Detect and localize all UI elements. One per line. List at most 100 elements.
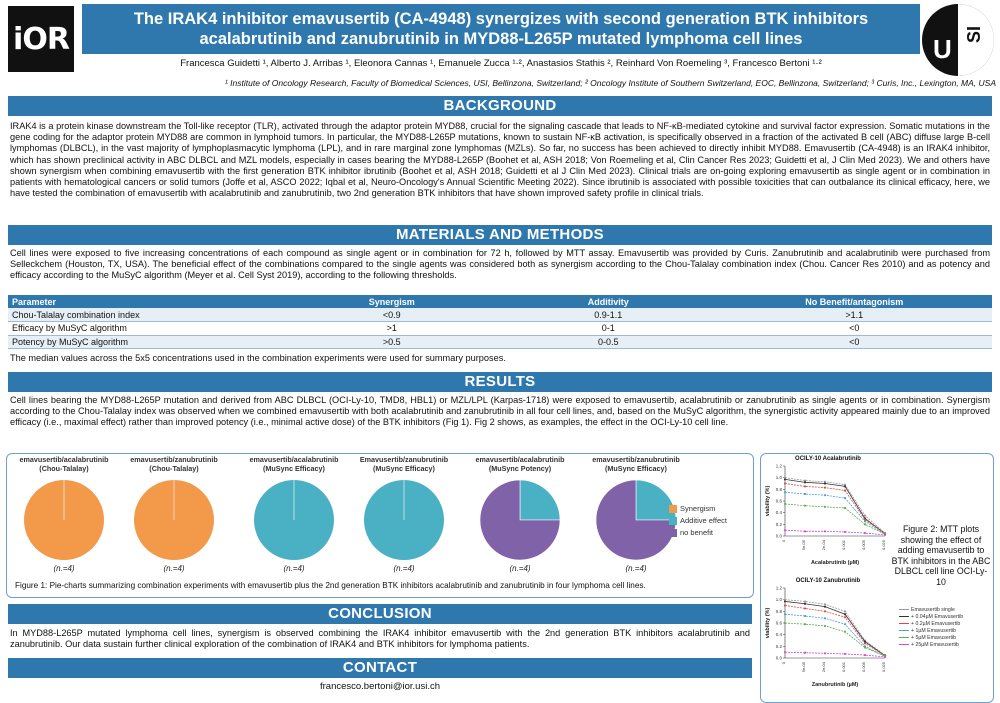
pie-n-label: (n.=4) (509, 564, 531, 573)
data-point (823, 617, 827, 620)
pie-title: Emavusertib/zanubrutinib (MuSync Efficacy… (349, 455, 459, 478)
table-row: Efficacy by MuSyC algorithm >1 0-1 <0 (8, 321, 992, 336)
data-point (783, 529, 787, 532)
pie-title-line: (MuSync Potency) (488, 463, 552, 473)
data-point (783, 651, 787, 654)
mtt-legend-item: + 25µM Emavusertib (899, 641, 963, 648)
pie-title: emavusertib/acalabrutinib (MuSync Potency… (465, 455, 575, 478)
data-point (783, 491, 787, 494)
legend-item: Additive effect (669, 516, 727, 525)
conclusion-text: In MYD88-L265P mutated lymphoma cell lin… (10, 628, 750, 650)
x-tick-label: 0 (781, 539, 786, 542)
data-point (803, 479, 807, 482)
pie-title-line: (MuSync Efficacy) (605, 463, 667, 473)
y-tick-label: 1.2 (776, 586, 783, 591)
x-axis-label: Zanubrutinib (µM) (812, 682, 859, 688)
mtt-plot-svg: 0.0 0.2 0.4 0.6 0.8 1.0 1.2 0 5e-05 2e-04 0.001 0.0… (765, 586, 887, 688)
table-header-cell: Parameter (8, 295, 284, 308)
pie-chart-2: emavusertib/zanubrutinib (Chou-Talalay) (n… (119, 455, 229, 573)
legend-item: no benefit (669, 528, 727, 537)
title-line-2: acalabrutinib and zanubrutinib in MYD88-… (199, 30, 803, 48)
pie-title-line: emavusertib/zanubrutinib (130, 455, 218, 464)
legend-line-swatch (899, 637, 909, 638)
pie-title-line: emavusertib/acalabrutinib (19, 455, 109, 464)
data-point (843, 530, 847, 534)
data-point (823, 480, 827, 483)
poster-header: iOR The IRAK4 inhibitor emavusertib (CA-… (0, 0, 1000, 96)
pie-title-line: Emavusertib/zanubrutinib (359, 455, 449, 464)
table-cell: Efficacy by MuSyC algorithm (8, 321, 284, 336)
pie-slice-nobenefit (595, 479, 677, 561)
y-axis-label: viability (%) (765, 486, 771, 517)
pie-chart-1: emavusertib/acalabrutinib (Chou-Talalay)(… (9, 455, 119, 573)
data-point (823, 486, 827, 489)
series-line (784, 651, 886, 658)
data-point (843, 489, 847, 492)
y-tick-label: 0.2 (776, 644, 783, 649)
x-tick-label: 0.005 (861, 661, 866, 672)
pie-chart-5: emavusertib/acalabrutinib (MuSync Potency… (465, 455, 575, 573)
data-point (843, 485, 847, 488)
figure-1-pie-charts: emavusertib/acalabrutinib (Chou-Talalay)(… (6, 453, 754, 598)
data-point (843, 496, 847, 500)
pie-title-line: emavusertib/acalabrutinib (475, 455, 565, 464)
pie-title-line: (MuSync Efficacy) (263, 463, 325, 473)
series-line (784, 605, 886, 657)
data-point (783, 604, 787, 607)
y-tick-label: 0.4 (776, 510, 783, 515)
y-tick-label: 0.6 (776, 499, 783, 504)
mtt-legend: Emavusertib single + 0.04µM Emavusertib + … (899, 606, 963, 648)
contact-email[interactable]: francesco.bertoni@ior.usi.ch (319, 681, 440, 692)
title-line-1: The IRAK4 inhibitor emavusertib (CA-4948… (133, 10, 869, 28)
data-point (803, 492, 807, 496)
data-point (783, 600, 787, 603)
mtt-legend-item: + 5µM Emavusertib (899, 634, 963, 641)
y-tick-label: 0.4 (776, 632, 783, 637)
pie-n-label: (n.=4) (283, 564, 305, 573)
pie-title-line: (Chou-Talalay) (39, 463, 89, 473)
pie-chart-3: emavusertib/acalabrutinib (MuSync Efficac… (239, 455, 349, 573)
legend-label: + 0.2µM Emavusertib (911, 620, 961, 627)
legend-label: + 0.04µM Emavusertib (911, 613, 964, 620)
pie-slice-nobenefit (479, 479, 561, 561)
data-point (803, 530, 807, 533)
legend-line-swatch (899, 644, 909, 645)
x-tick-label: 0.001 (841, 661, 846, 672)
plot-title: OCILY-10 Acalabrutinib (795, 456, 861, 462)
data-point (843, 506, 847, 510)
data-point (823, 530, 827, 533)
data-point (803, 607, 807, 610)
x-axis-label: Acalabrutinib (µM) (811, 560, 859, 566)
data-point (783, 482, 787, 485)
methods-text: Cell lines were exposed to five increasi… (10, 248, 990, 281)
table-header-cell: Additivity (499, 295, 717, 308)
usi-logo-si: SI (964, 25, 985, 44)
data-point (803, 602, 807, 605)
pie-svg (254, 480, 334, 560)
legend-swatch-additive (669, 516, 677, 525)
table-cell: >0.5 (283, 335, 500, 349)
pie-svg (134, 480, 214, 560)
legend-line-swatch (899, 623, 909, 624)
series-line (784, 483, 886, 534)
y-tick-label: 1.2 (776, 464, 783, 469)
legend-line-swatch (899, 616, 909, 617)
y-tick-label: 1.0 (776, 475, 783, 480)
data-point (843, 630, 847, 633)
table-cell: >1 (283, 321, 500, 336)
legend-label: Emavusertib single (911, 606, 955, 613)
data-point (843, 616, 847, 619)
pie-title: emavusertib/acalabrutinib (Chou-Talalay) (9, 455, 119, 478)
poster-title: The IRAK4 inhibitor emavusertib (CA-4948… (82, 4, 920, 54)
figure-1-caption: Figure 1: Pie-charts summarizing combina… (15, 581, 646, 590)
pie-title-line: (Chou-Talalay) (149, 463, 199, 473)
table-cell: Chou-Talalay combination index (8, 308, 284, 322)
table-cell: >1.1 (716, 308, 992, 322)
x-tick-label: 5e-05 (801, 661, 806, 672)
pie-svg (364, 480, 444, 560)
series-line (784, 601, 886, 656)
table-cell: Potency by MuSyC algorithm (8, 335, 284, 349)
data-point (803, 623, 807, 626)
data-point (783, 502, 787, 506)
plot-title: OCILY-10 Zanubrutinib (795, 578, 861, 584)
